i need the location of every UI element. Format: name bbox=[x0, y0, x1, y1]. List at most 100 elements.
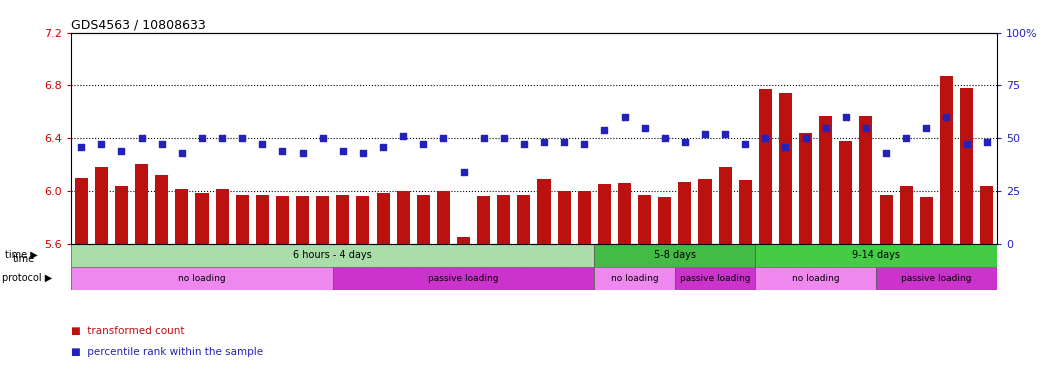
Bar bbox=[980, 185, 994, 243]
Point bbox=[877, 150, 894, 156]
Text: protocol ▶: protocol ▶ bbox=[2, 273, 52, 283]
Point bbox=[436, 135, 452, 141]
Point bbox=[113, 148, 130, 154]
Bar bbox=[477, 196, 490, 243]
Point bbox=[556, 139, 573, 146]
Text: GDS4563 / 10808633: GDS4563 / 10808633 bbox=[71, 18, 206, 31]
Bar bbox=[71, 267, 333, 290]
Point bbox=[818, 124, 834, 131]
Bar bbox=[755, 243, 997, 267]
Text: passive loading: passive loading bbox=[428, 274, 498, 283]
Bar bbox=[739, 180, 752, 243]
Bar bbox=[336, 195, 350, 243]
Bar bbox=[236, 195, 249, 243]
Bar bbox=[678, 182, 691, 243]
Text: passive loading: passive loading bbox=[901, 274, 972, 283]
Bar bbox=[437, 191, 450, 243]
Bar bbox=[819, 116, 832, 243]
Bar bbox=[595, 267, 675, 290]
Bar bbox=[876, 267, 997, 290]
Point bbox=[777, 144, 794, 150]
Point bbox=[576, 141, 593, 147]
Text: 5-8 days: 5-8 days bbox=[653, 250, 696, 260]
Bar bbox=[940, 76, 953, 243]
Point bbox=[294, 150, 311, 156]
Point bbox=[375, 144, 392, 150]
Text: no loading: no loading bbox=[610, 274, 659, 283]
Bar bbox=[95, 167, 108, 243]
Point bbox=[978, 139, 995, 146]
Point bbox=[656, 135, 673, 141]
Bar bbox=[155, 175, 169, 243]
Point bbox=[495, 135, 512, 141]
Text: no loading: no loading bbox=[792, 274, 840, 283]
Bar bbox=[517, 195, 531, 243]
Point bbox=[596, 127, 612, 133]
Point bbox=[254, 141, 271, 147]
Bar bbox=[799, 133, 812, 243]
Point bbox=[838, 114, 854, 120]
Bar bbox=[595, 243, 755, 267]
Point bbox=[958, 141, 975, 147]
Bar bbox=[718, 167, 732, 243]
Text: ■  transformed count: ■ transformed count bbox=[71, 326, 184, 336]
Point bbox=[757, 135, 774, 141]
Bar bbox=[659, 197, 671, 243]
Point bbox=[153, 141, 170, 147]
Bar bbox=[196, 194, 208, 243]
Point bbox=[194, 135, 210, 141]
Bar bbox=[417, 195, 430, 243]
Bar bbox=[333, 267, 595, 290]
Point bbox=[898, 135, 915, 141]
Bar bbox=[135, 164, 149, 243]
Point bbox=[696, 131, 713, 137]
Point bbox=[475, 135, 492, 141]
Point bbox=[174, 150, 191, 156]
Point bbox=[233, 135, 250, 141]
Bar bbox=[456, 237, 470, 243]
Bar bbox=[698, 179, 712, 243]
Bar bbox=[377, 194, 389, 243]
Bar bbox=[755, 267, 876, 290]
Point bbox=[334, 148, 351, 154]
Bar bbox=[675, 267, 755, 290]
Bar bbox=[558, 191, 571, 243]
Bar bbox=[879, 195, 893, 243]
Point bbox=[717, 131, 734, 137]
Bar bbox=[276, 196, 289, 243]
Point bbox=[355, 150, 372, 156]
Point bbox=[214, 135, 230, 141]
Bar bbox=[296, 196, 309, 243]
Bar bbox=[598, 184, 611, 243]
Text: time ▶: time ▶ bbox=[5, 250, 38, 260]
Bar bbox=[618, 183, 631, 243]
Point bbox=[274, 148, 291, 154]
Point bbox=[676, 139, 693, 146]
Bar bbox=[71, 243, 595, 267]
Bar bbox=[255, 195, 269, 243]
Point bbox=[857, 124, 874, 131]
Point bbox=[637, 124, 653, 131]
Bar bbox=[397, 191, 409, 243]
Text: passive loading: passive loading bbox=[680, 274, 751, 283]
Bar bbox=[578, 191, 591, 243]
Point bbox=[797, 135, 814, 141]
Text: 6 hours - 4 days: 6 hours - 4 days bbox=[293, 250, 372, 260]
Bar bbox=[638, 195, 651, 243]
Bar bbox=[497, 195, 510, 243]
Point bbox=[938, 114, 955, 120]
Point bbox=[395, 133, 411, 139]
Bar bbox=[919, 197, 933, 243]
Point bbox=[536, 139, 553, 146]
Text: ■  percentile rank within the sample: ■ percentile rank within the sample bbox=[71, 347, 264, 357]
Point bbox=[415, 141, 431, 147]
Bar bbox=[216, 189, 228, 243]
Point bbox=[515, 141, 532, 147]
Text: time: time bbox=[13, 254, 35, 264]
Bar bbox=[960, 88, 973, 243]
Point bbox=[314, 135, 331, 141]
Bar bbox=[759, 89, 772, 243]
Point bbox=[616, 114, 632, 120]
Text: no loading: no loading bbox=[178, 274, 226, 283]
Point bbox=[73, 144, 90, 150]
